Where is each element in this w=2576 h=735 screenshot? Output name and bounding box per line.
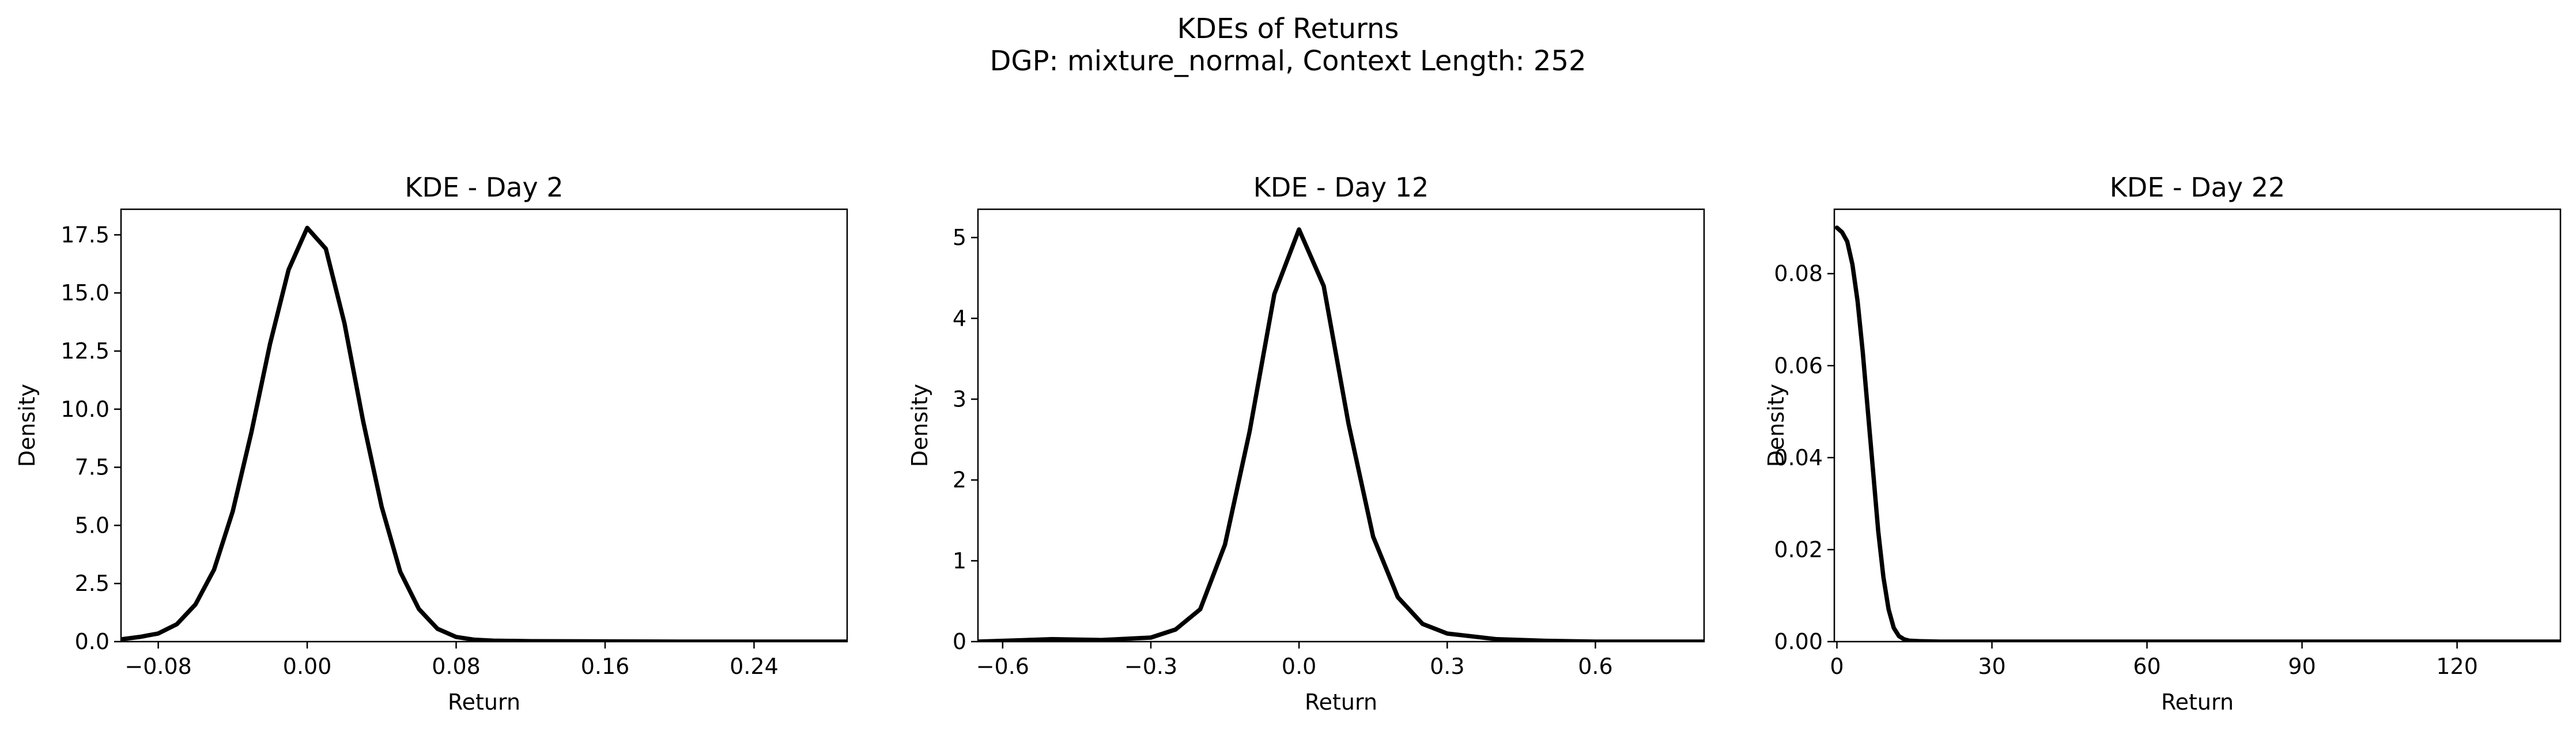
y-tick-label: 0 [953, 629, 966, 654]
x-tick-label: 60 [2133, 654, 2160, 679]
y-tick-label: 0.00 [1774, 629, 1823, 654]
x-tick-label: 120 [2436, 654, 2478, 679]
subplot-title: KDE - Day 22 [2110, 172, 2285, 203]
axes-frame [120, 208, 848, 643]
kde-line-1 [978, 227, 1704, 642]
y-tick-label: 5 [953, 225, 966, 250]
x-tick-label: 0.24 [730, 654, 779, 679]
subplot-2: −0.6 −0.3 0.0 0.3 0.6 0 1 2 3 4 5 KDE - Day 12 Retur… [907, 172, 1705, 715]
kde-line-1 [1834, 225, 2560, 642]
subplot-1: −0.08 0.00 0.08 0.16 0.24 0.0 2.5 5.0 7.5 10.0 12.… [14, 172, 848, 715]
y-axis-label: Density [1763, 384, 1789, 467]
y-tick-label: 12.5 [61, 338, 109, 364]
y-axis-label: Density [907, 384, 932, 467]
y-tick-label: 0.02 [1774, 537, 1823, 562]
subplot-title: KDE - Day 2 [405, 172, 563, 203]
x-tick-label: −0.3 [1124, 654, 1177, 679]
y-tick-label: 17.5 [61, 222, 109, 247]
x-tick-label: 0.08 [432, 654, 481, 679]
subplot-3: 0 30 60 90 120 0.00 0.02 0.04 0.06 0.08 KDE - Day … [1763, 172, 2562, 715]
y-tick-label: 10.0 [61, 397, 109, 422]
y-tick-label: 0.04 [1774, 445, 1823, 470]
x-tick-label: 90 [2288, 654, 2316, 679]
y-axis-label: Density [14, 384, 40, 467]
x-tick-label: 0.0 [1282, 654, 1316, 679]
y-tick-label: 1 [953, 548, 966, 574]
x-tick-label: 0.16 [581, 654, 630, 679]
figure-subtitle: DGP: mixture_normal, Context Length: 252 [989, 45, 1587, 77]
x-axis-label: Return [448, 689, 520, 715]
x-tick-label: 0 [1830, 654, 1844, 679]
kde-line-1 [121, 225, 847, 642]
y-tick-label: 3 [953, 386, 966, 412]
x-tick-label: 0.6 [1578, 654, 1612, 679]
axes-frame [1833, 208, 2562, 643]
y-tick-label: 0.0 [75, 629, 109, 654]
x-tick-label: 0.3 [1430, 654, 1464, 679]
y-tick-label: 2 [953, 468, 966, 493]
x-tick-label: −0.6 [976, 654, 1029, 679]
y-tick-label: 0.06 [1774, 353, 1823, 378]
figure-title: KDEs of Returns [1177, 13, 1399, 45]
y-tick-label: 2.5 [75, 571, 109, 596]
x-axis-label: Return [1305, 689, 1377, 715]
y-tick-label: 0.08 [1774, 261, 1823, 287]
x-tick-label: 0.00 [283, 654, 332, 679]
y-tick-label: 5.0 [75, 512, 109, 538]
subplot-title: KDE - Day 12 [1253, 172, 1429, 203]
y-tick-label: 15.0 [61, 280, 109, 306]
y-tick-label: 7.5 [75, 455, 109, 480]
x-tick-label: −0.08 [124, 654, 191, 679]
x-tick-label: 30 [1978, 654, 2005, 679]
x-axis-label: Return [2161, 689, 2234, 715]
axes-frame [977, 208, 1705, 643]
y-tick-label: 4 [953, 306, 966, 331]
